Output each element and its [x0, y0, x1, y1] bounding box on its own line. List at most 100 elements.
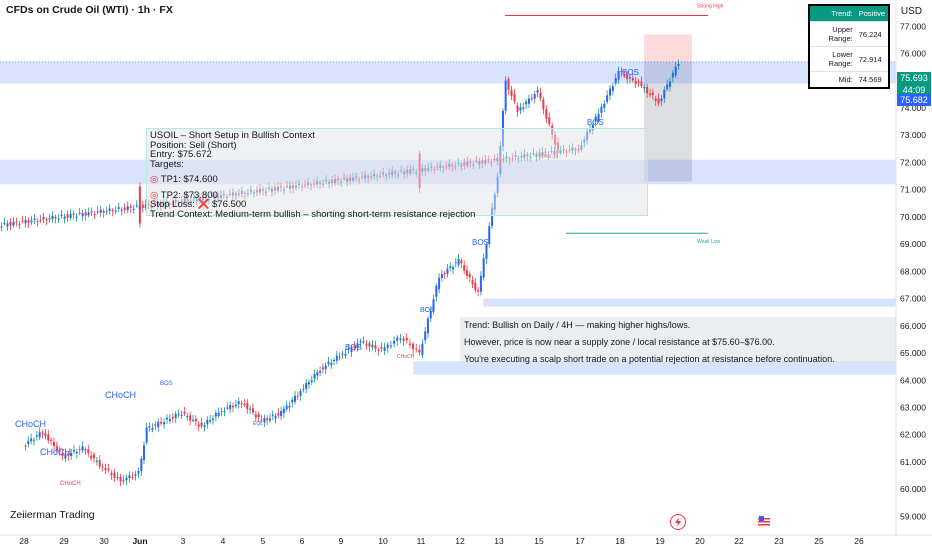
y-tick-label: 66.000 — [900, 321, 926, 331]
candle-body — [78, 212, 81, 214]
chart-title: CFDs on Crude Oil (WTI) · 1h · FX — [6, 4, 173, 16]
candle-body — [504, 80, 507, 111]
candle-body — [110, 472, 113, 476]
candle-body — [101, 466, 104, 468]
candle-body — [87, 212, 90, 216]
candle-body — [288, 405, 291, 408]
candle-body — [386, 344, 389, 348]
candle-body — [114, 210, 117, 212]
x-tick-label: 26 — [854, 536, 864, 546]
structure-label: BOS — [345, 343, 362, 352]
lightning-icon[interactable] — [670, 514, 686, 530]
candle-body — [186, 416, 189, 418]
candle-body — [542, 99, 545, 110]
candle-body — [649, 93, 651, 95]
candle-body — [84, 449, 87, 451]
zone-resistance — [0, 61, 896, 84]
candle-body — [299, 391, 302, 396]
x-tick-label: 19 — [655, 536, 665, 546]
candle-body — [321, 367, 324, 370]
candle-body — [64, 453, 67, 459]
candle-body — [600, 106, 603, 113]
last-price-tag: 75.693 — [897, 72, 931, 84]
candle-body — [108, 208, 111, 211]
x-tick-label: 29 — [59, 536, 69, 546]
tp2-text: TP2: $73.800 — [160, 189, 218, 201]
candle-body — [119, 477, 122, 482]
candle-body — [33, 218, 36, 220]
candle-body — [6, 223, 9, 227]
candle-body — [99, 209, 102, 213]
candle-body — [597, 113, 600, 121]
candle-body — [154, 424, 157, 426]
currency-label[interactable]: USD — [900, 6, 922, 17]
candle-body — [651, 92, 654, 96]
candle-body — [477, 289, 480, 292]
candle-body — [220, 411, 223, 413]
candle-body — [330, 363, 333, 366]
candle-body — [271, 414, 274, 416]
candle-body — [383, 347, 386, 351]
candle-body — [603, 103, 606, 108]
candle-body — [285, 405, 288, 410]
candle-body — [491, 207, 494, 226]
candle-body — [365, 344, 368, 346]
candle-body — [140, 458, 143, 471]
trend-row-value: 76.224 — [855, 21, 889, 47]
candle-body — [93, 454, 95, 459]
x-tick-label: 12 — [455, 536, 465, 546]
candle-body — [183, 411, 186, 414]
candle-body — [371, 344, 374, 348]
candle-body — [38, 432, 41, 438]
candle-body — [305, 382, 308, 389]
candle-body — [144, 204, 147, 209]
trend-row: Lower Range: 72.914 — [809, 46, 889, 72]
candle-body — [380, 347, 383, 349]
x-tick-label: 18 — [615, 536, 625, 546]
candle-body — [479, 275, 482, 292]
candle-body — [55, 446, 58, 452]
candle-body — [69, 213, 72, 218]
trend-row: Mid: 74.569 — [809, 71, 889, 89]
candle-body — [157, 421, 160, 428]
candle-body — [81, 446, 84, 451]
candle-body — [15, 221, 18, 223]
candle-body — [249, 408, 252, 410]
x-tick-label: 20 — [695, 536, 705, 546]
candle-body — [344, 353, 347, 356]
x-tick-label: 11 — [417, 536, 426, 546]
candle-body — [513, 93, 516, 102]
candle-body — [629, 77, 631, 79]
candle-body — [51, 215, 54, 220]
candle-body — [327, 361, 330, 364]
candle-body — [132, 209, 135, 211]
note-line: Entry: $75.672 — [150, 149, 212, 160]
candle-body — [128, 475, 131, 478]
candle-body — [141, 204, 144, 209]
candle-body — [507, 79, 510, 90]
y-tick-label: 77.000 — [900, 21, 926, 31]
candle-body — [654, 98, 657, 102]
candle-body — [90, 211, 93, 213]
candle-body — [129, 206, 132, 208]
trend-note[interactable]: Trend: Bullish on Daily / 4H — making hi… — [460, 317, 896, 364]
candle-body — [449, 266, 452, 269]
candle-body — [614, 78, 617, 84]
candle-body — [548, 117, 551, 125]
candle-body — [138, 206, 141, 209]
candle-body — [44, 433, 47, 437]
candle-body — [151, 428, 154, 430]
structure-label: BOS — [472, 238, 489, 247]
candle-body — [90, 455, 93, 459]
us-flag-icon[interactable] — [757, 514, 771, 528]
y-tick-label: 65.000 — [900, 348, 926, 358]
strong-high-label: Strong High — [697, 3, 724, 9]
setup-note[interactable]: USOIL – Short Setup in Bullish Context P… — [146, 128, 648, 219]
trend-row-label: Upper Range: — [809, 21, 856, 47]
candle-body — [463, 264, 466, 271]
candle-body — [460, 260, 463, 264]
candle-body — [163, 422, 166, 425]
candle-body — [122, 480, 125, 482]
trend-row-label: Mid: — [809, 71, 856, 89]
